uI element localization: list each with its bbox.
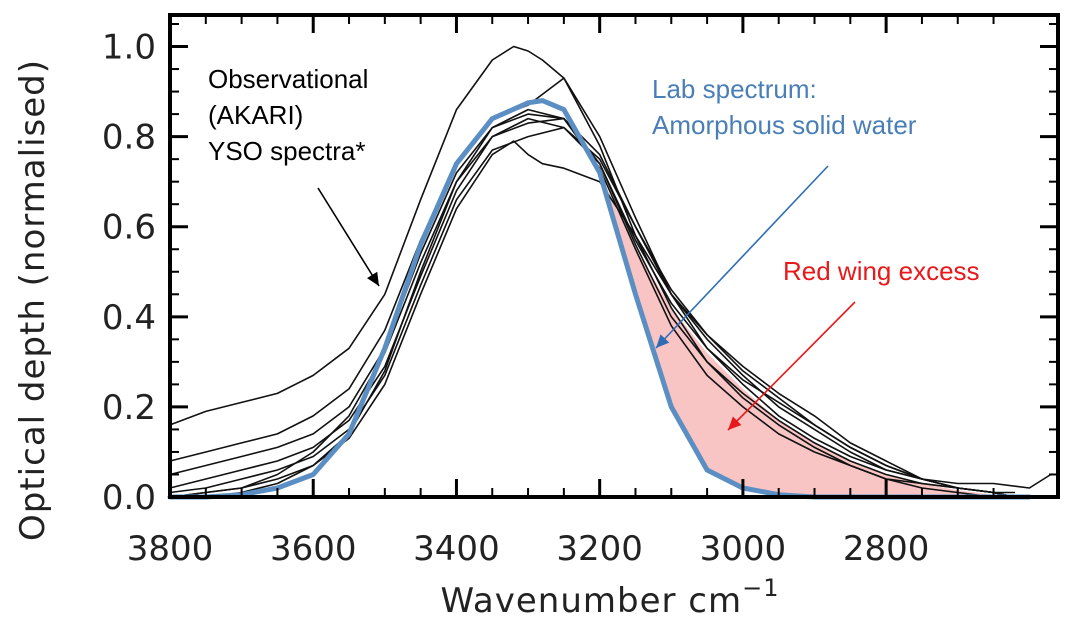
- observed-spectrum-line-2: [169, 77, 1015, 494]
- y-tick-label: 1.0: [102, 28, 156, 68]
- red-wing-excess-area: [599, 172, 1015, 497]
- observational-annotation-line-1: Observational: [208, 64, 368, 94]
- x-tick-label: 2800: [843, 529, 930, 569]
- lab-annotation-line-2: Amorphous solid water: [652, 110, 917, 140]
- red-wing-annotation: Red wing excess: [783, 256, 980, 286]
- x-axis-title: Wavenumber cm−1: [440, 574, 779, 621]
- observed-spectrum-line-6: [169, 140, 1016, 498]
- y-tick-label: 0.8: [102, 118, 156, 158]
- observational-annotation-line-3: YSO spectra*: [208, 136, 366, 166]
- x-tick-label: 3400: [413, 529, 500, 569]
- y-tick-label: 0.4: [102, 298, 156, 338]
- y-axis-title: Optical depth (normalised): [13, 59, 53, 541]
- observed-spectrum-line-3: [169, 113, 1016, 498]
- lab-arrow: [655, 165, 829, 349]
- lab-arrow-head: [656, 334, 670, 348]
- x-tick-label: 3200: [556, 529, 643, 569]
- observed-spectrum-line-8: [170, 108, 1015, 498]
- y-tick-label: 0.0: [102, 478, 156, 518]
- plot-frame: [168, 13, 1060, 499]
- observed-spectrum-line-5: [169, 126, 1016, 498]
- lab-annotation-line-1: Lab spectrum:: [652, 74, 817, 104]
- x-tick-label: 3000: [700, 529, 787, 569]
- observational-arrow-head: [367, 271, 379, 286]
- x-tick-label: 3800: [127, 529, 214, 569]
- x-tick-label: 3600: [270, 529, 357, 569]
- observational-arrow: [317, 187, 380, 287]
- red-wing-arrow-head: [728, 416, 742, 430]
- observational-annotation-line-2: (AKARI): [208, 100, 303, 130]
- y-tick-label: 0.6: [102, 208, 156, 248]
- red-wing-arrow: [727, 301, 856, 431]
- y-tick-label: 0.2: [102, 388, 156, 428]
